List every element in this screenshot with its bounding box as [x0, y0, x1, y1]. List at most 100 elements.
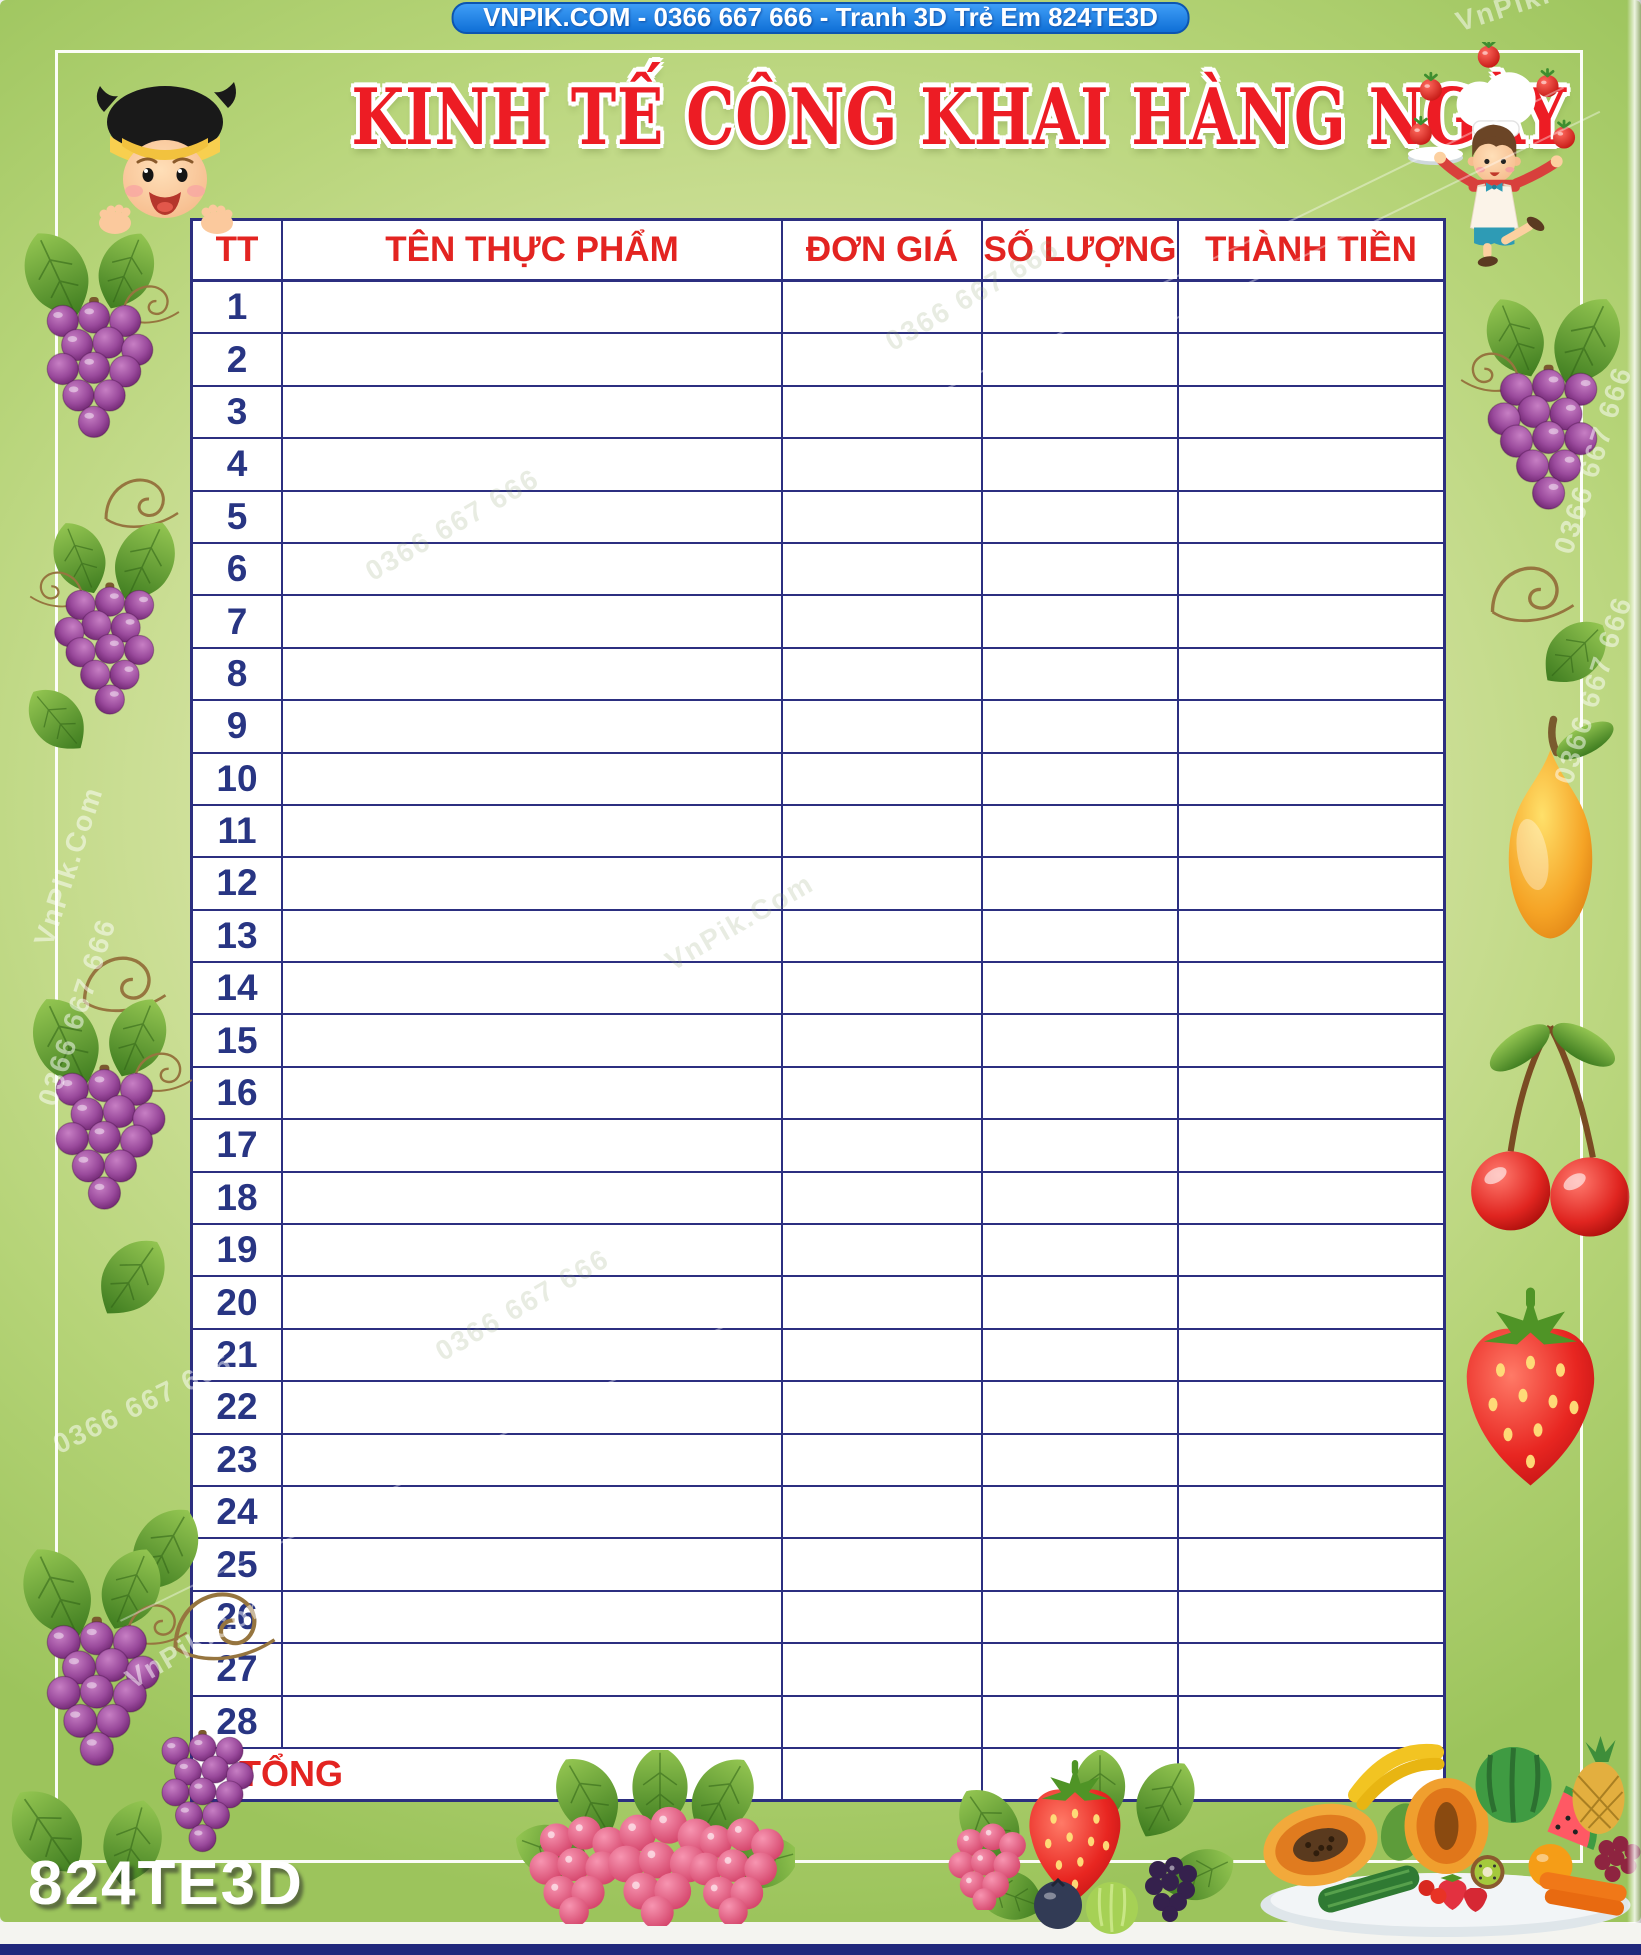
table-row: 13 [193, 910, 1443, 964]
cell-quantity [983, 1644, 1179, 1695]
cell-total [1179, 753, 1443, 804]
row-number: 22 [193, 1382, 283, 1433]
cell-quantity [983, 1120, 1179, 1171]
bottom-navy-bar [0, 1944, 1641, 1955]
cell-quantity [983, 596, 1179, 647]
header-unit-price: ĐƠN GIÁ [783, 221, 983, 279]
row-number: 1 [193, 282, 283, 333]
row-number: 20 [193, 1277, 283, 1328]
cell-total [1179, 1382, 1443, 1433]
cell-quantity [983, 1434, 1179, 1485]
cell-food-name [283, 1225, 783, 1276]
cell-quantity [983, 491, 1179, 542]
row-number: 3 [193, 386, 283, 438]
row-number: 17 [193, 1120, 283, 1171]
table-row: 1 [193, 282, 1443, 335]
cell-unit-price [783, 1329, 983, 1381]
cell-food-name [283, 491, 783, 542]
cell-quantity [983, 1172, 1179, 1224]
vendor-banner: VNPIK.COM - 0366 667 666 - Tranh 3D Trẻ … [451, 2, 1190, 34]
cell-food-name [283, 282, 783, 333]
table-row: 16 [193, 1067, 1443, 1121]
cell-quantity [983, 386, 1179, 438]
row-number: 26 [193, 1591, 283, 1643]
table-row: 9 [193, 701, 1443, 754]
cell-total [1179, 1277, 1443, 1328]
row-number: 16 [193, 1067, 283, 1119]
cell-quantity [983, 701, 1179, 752]
cell-food-name [283, 910, 783, 962]
table-row: 8 [193, 648, 1443, 702]
table-row: 19 [193, 1225, 1443, 1278]
table-row: 27 [193, 1644, 1443, 1697]
table-row: 5 [193, 491, 1443, 544]
header-food-name: TÊN THỰC PHẨM [283, 221, 783, 279]
cell-food-name [283, 805, 783, 857]
cell-food-name [283, 1277, 783, 1328]
footer-unit-price-cell [783, 1748, 983, 1799]
cell-food-name [283, 648, 783, 700]
cell-unit-price [783, 491, 983, 542]
cell-total [1179, 1591, 1443, 1643]
row-number: 15 [193, 1015, 283, 1066]
row-number: 27 [193, 1644, 283, 1695]
cell-total [1179, 701, 1443, 752]
cell-total [1179, 282, 1443, 333]
row-number: 25 [193, 1539, 283, 1590]
cell-quantity [983, 439, 1179, 490]
cell-food-name [283, 701, 783, 752]
row-number: 9 [193, 701, 283, 752]
table-row: 7 [193, 596, 1443, 649]
food-cost-table: TT TÊN THỰC PHẨM ĐƠN GIÁ SỐ LƯỢNG THÀNH … [190, 218, 1446, 1802]
table-row: 18 [193, 1172, 1443, 1226]
cell-unit-price [783, 386, 983, 438]
cell-food-name [283, 1591, 783, 1643]
cell-food-name [283, 1644, 783, 1695]
cell-total [1179, 1644, 1443, 1695]
cell-unit-price [783, 282, 983, 333]
table-row: 24 [193, 1486, 1443, 1540]
cell-food-name [283, 543, 783, 595]
header-quantity: SỐ LƯỢNG [983, 221, 1179, 279]
cell-quantity [983, 910, 1179, 962]
cell-unit-price [783, 1067, 983, 1119]
cell-total [1179, 1225, 1443, 1276]
cell-quantity [983, 1329, 1179, 1381]
table-row: 10 [193, 753, 1443, 806]
cell-quantity [983, 1277, 1179, 1328]
cell-food-name [283, 439, 783, 490]
cell-food-name [283, 858, 783, 909]
cell-unit-price [783, 1644, 983, 1695]
cell-unit-price [783, 439, 983, 490]
cell-quantity [983, 1225, 1179, 1276]
cell-unit-price [783, 1591, 983, 1643]
row-number: 5 [193, 491, 283, 542]
cell-food-name [283, 963, 783, 1014]
cell-total [1179, 596, 1443, 647]
cell-food-name [283, 596, 783, 647]
header-total: THÀNH TIỀN [1179, 221, 1443, 279]
cell-quantity [983, 1591, 1179, 1643]
cell-quantity [983, 1696, 1179, 1747]
cell-quantity [983, 282, 1179, 333]
cell-unit-price [783, 1225, 983, 1276]
table-row: 12 [193, 858, 1443, 911]
product-code: 824TE3D [28, 1849, 304, 1918]
cell-quantity [983, 1067, 1179, 1119]
cell-food-name [283, 1539, 783, 1590]
cell-food-name [283, 753, 783, 804]
cell-total [1179, 1172, 1443, 1224]
cell-total [1179, 1015, 1443, 1066]
row-number: 8 [193, 648, 283, 700]
cell-unit-price [783, 1486, 983, 1538]
cell-total [1179, 1486, 1443, 1538]
row-number: 28 [193, 1696, 283, 1747]
cell-total [1179, 1539, 1443, 1590]
cell-total [1179, 858, 1443, 909]
cell-total [1179, 910, 1443, 962]
cell-food-name [283, 1696, 783, 1747]
row-number: 18 [193, 1172, 283, 1224]
page-title: KINH TẾ CÔNG KHAI HÀNG NGÀY [351, 72, 1567, 163]
cell-total [1179, 386, 1443, 438]
cell-unit-price [783, 1539, 983, 1590]
